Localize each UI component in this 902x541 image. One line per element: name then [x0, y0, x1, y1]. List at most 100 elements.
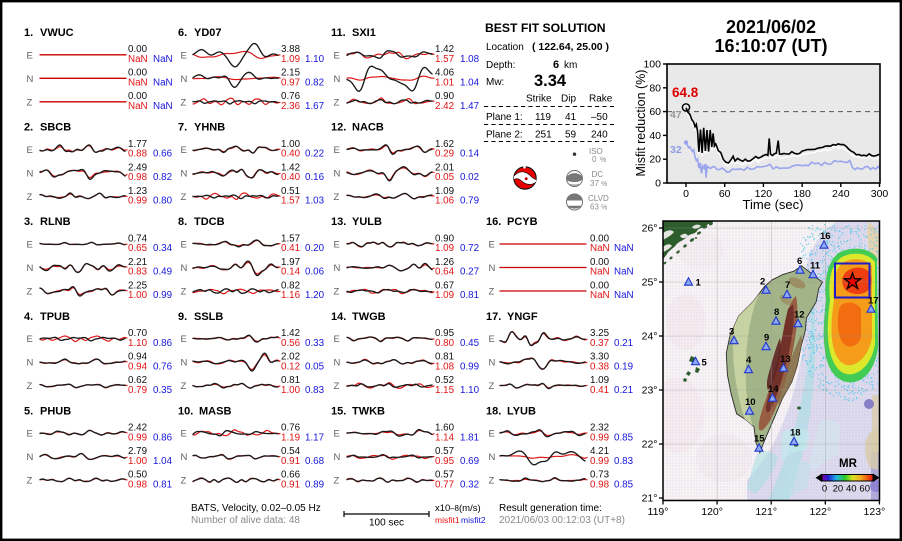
- svg-text:0.82: 0.82: [153, 172, 172, 183]
- svg-text:0.88: 0.88: [128, 149, 148, 160]
- svg-text:SXI1: SXI1: [352, 27, 376, 39]
- svg-text:2.21: 2.21: [128, 257, 147, 268]
- svg-text:YD07: YD07: [194, 27, 222, 39]
- svg-text:E: E: [489, 429, 495, 440]
- svg-text:9.: 9.: [178, 311, 187, 323]
- svg-text:1.09: 1.09: [281, 54, 300, 65]
- svg-text:3.30: 3.30: [590, 352, 610, 363]
- svg-text:Mw:: Mw:: [486, 77, 504, 88]
- svg-text:Z: Z: [27, 381, 33, 392]
- svg-text:N: N: [27, 74, 34, 85]
- svg-text:0.94: 0.94: [128, 352, 148, 363]
- svg-text:21°: 21°: [642, 493, 658, 505]
- svg-text:N: N: [489, 263, 496, 274]
- svg-text:E: E: [334, 50, 340, 61]
- svg-text:E: E: [334, 334, 340, 345]
- svg-text:NaN: NaN: [153, 54, 173, 65]
- svg-text:N: N: [489, 452, 496, 463]
- svg-text:0.51: 0.51: [281, 186, 300, 197]
- svg-text:E: E: [181, 334, 187, 345]
- svg-text:2.02: 2.02: [281, 352, 300, 363]
- svg-text:YNGF: YNGF: [507, 311, 538, 323]
- svg-text:km: km: [564, 60, 577, 71]
- svg-text:1.09: 1.09: [435, 243, 454, 254]
- svg-text:(m/s): (m/s): [459, 503, 481, 514]
- svg-text:20: 20: [833, 484, 844, 495]
- svg-text:N: N: [181, 358, 188, 369]
- svg-text:26°: 26°: [642, 223, 658, 235]
- svg-text:0.95: 0.95: [435, 328, 455, 339]
- svg-text:22°: 22°: [642, 439, 658, 451]
- svg-text:9: 9: [764, 333, 769, 344]
- svg-text:16:10:07 (UT): 16:10:07 (UT): [714, 36, 827, 56]
- svg-text:8: 8: [774, 307, 779, 318]
- svg-text:N: N: [27, 358, 34, 369]
- svg-text:Z: Z: [27, 97, 33, 108]
- svg-text:0.98: 0.98: [590, 479, 610, 490]
- svg-text:Plane 2:: Plane 2:: [486, 130, 523, 141]
- svg-text:0.67: 0.67: [435, 280, 454, 291]
- svg-text:2021/06/03 00:12:03 (UT+8): 2021/06/03 00:12:03 (UT+8): [499, 515, 625, 526]
- svg-text:0.83: 0.83: [305, 385, 325, 396]
- svg-text:20: 20: [649, 154, 661, 166]
- svg-text:1.04: 1.04: [460, 78, 480, 89]
- svg-text:15: 15: [754, 434, 765, 445]
- svg-text:YULB: YULB: [352, 216, 382, 228]
- svg-text:12: 12: [794, 310, 805, 321]
- svg-text:0.91: 0.91: [281, 479, 300, 490]
- svg-text:1.08: 1.08: [435, 361, 455, 372]
- svg-text:60: 60: [649, 106, 661, 118]
- svg-text:0.74: 0.74: [128, 233, 148, 244]
- svg-text:0.79: 0.79: [460, 196, 479, 207]
- svg-text:Depth:: Depth:: [486, 60, 515, 71]
- svg-text:10.: 10.: [178, 405, 193, 417]
- svg-text:0.06: 0.06: [305, 267, 325, 278]
- svg-text:E: E: [489, 240, 495, 251]
- svg-text:120°: 120°: [701, 506, 723, 518]
- svg-text:N: N: [334, 168, 341, 179]
- svg-text:13.: 13.: [331, 216, 346, 228]
- svg-text:18: 18: [790, 428, 801, 439]
- svg-text:23°: 23°: [642, 385, 658, 397]
- svg-text:0.57: 0.57: [435, 446, 454, 457]
- svg-text:1.81: 1.81: [460, 432, 479, 443]
- svg-text:Z: Z: [181, 381, 187, 392]
- svg-text:RLNB: RLNB: [40, 216, 71, 228]
- svg-text:1.09: 1.09: [435, 186, 454, 197]
- svg-text:0.22: 0.22: [305, 149, 324, 160]
- svg-text:1.10: 1.10: [128, 338, 148, 349]
- svg-text:14.: 14.: [331, 311, 346, 323]
- svg-text:0.85: 0.85: [614, 432, 634, 443]
- svg-text:0.98: 0.98: [128, 172, 148, 183]
- svg-text:NaN: NaN: [614, 243, 634, 254]
- svg-text:80: 80: [649, 82, 661, 94]
- svg-text:1.42: 1.42: [435, 44, 454, 55]
- svg-text:1.47: 1.47: [460, 101, 479, 112]
- svg-text:1.57: 1.57: [281, 233, 300, 244]
- svg-text:N: N: [334, 263, 341, 274]
- svg-text:1.15: 1.15: [435, 385, 455, 396]
- svg-text:E: E: [27, 429, 33, 440]
- svg-text:5: 5: [702, 358, 708, 369]
- svg-text:0.32: 0.32: [460, 479, 479, 490]
- svg-text:Result generation time:: Result generation time:: [499, 503, 602, 514]
- svg-text:1.00: 1.00: [281, 139, 301, 150]
- svg-text:240: 240: [591, 130, 608, 141]
- svg-text:Z: Z: [489, 476, 495, 487]
- svg-text:2.36: 2.36: [281, 101, 301, 112]
- svg-text:0.29: 0.29: [435, 149, 454, 160]
- svg-text:ISO: ISO: [589, 147, 603, 156]
- svg-text:0.83: 0.83: [614, 456, 634, 467]
- svg-text:0.40: 0.40: [281, 172, 301, 183]
- svg-text:0.37: 0.37: [590, 338, 609, 349]
- svg-text:4: 4: [746, 355, 752, 366]
- svg-text:NaN: NaN: [128, 78, 148, 89]
- svg-text:1.42: 1.42: [281, 328, 300, 339]
- svg-text:misfit1: misfit1: [435, 515, 460, 525]
- svg-text:N: N: [489, 358, 496, 369]
- svg-text:17: 17: [868, 296, 879, 307]
- svg-text:Plane 1:: Plane 1:: [486, 112, 523, 123]
- svg-text:6: 6: [797, 256, 802, 267]
- svg-text:0.05: 0.05: [305, 361, 325, 372]
- svg-text:0.81: 0.81: [435, 352, 454, 363]
